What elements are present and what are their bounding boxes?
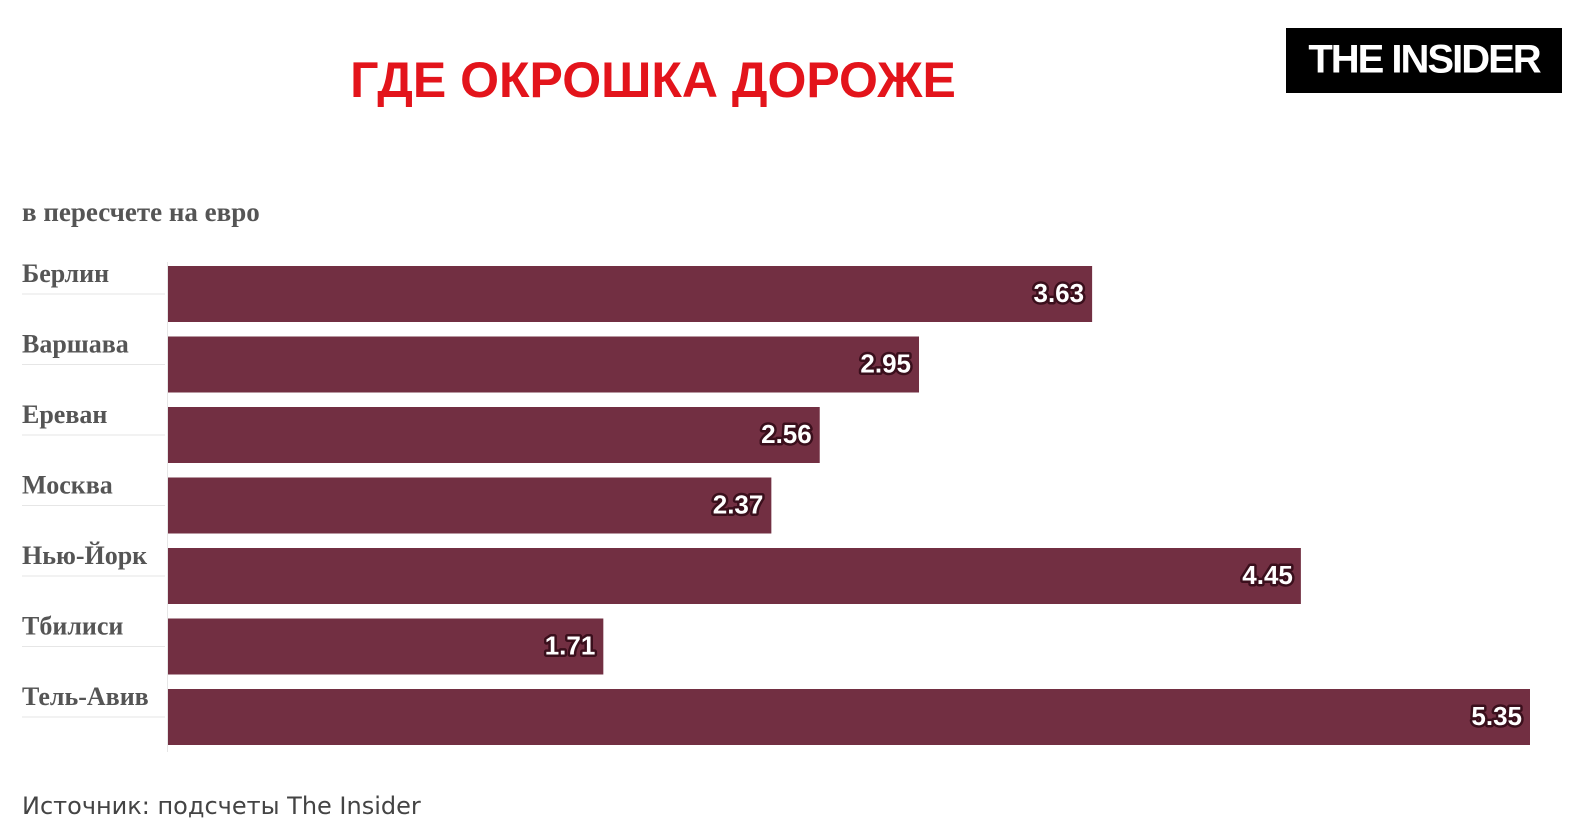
bar	[168, 477, 772, 534]
chart-title: ГДЕ ОКРОШКА ДОРОЖЕ	[350, 52, 956, 108]
chart-subtitle: в пересчете на евро	[22, 197, 260, 227]
value-label: 1.71	[545, 630, 596, 660]
source-note: Источник: подсчеты The Insider	[22, 792, 421, 820]
category-label: Ереван	[22, 400, 107, 429]
category-label: Варшава	[22, 329, 129, 358]
value-label: 3.63	[1034, 278, 1085, 308]
category-label: Тель-Авив	[22, 682, 149, 711]
category-label: Нью-Йорк	[22, 541, 147, 570]
bar	[168, 266, 1093, 322]
bar	[168, 618, 604, 675]
value-label: 5.35	[1471, 701, 1522, 731]
bar	[168, 336, 920, 393]
brand-box	[1286, 28, 1562, 93]
bar	[168, 689, 1530, 745]
category-label: Тбилиси	[22, 611, 123, 640]
brand-logo: THE INSIDER	[1308, 38, 1541, 82]
value-label: 2.37	[713, 489, 764, 519]
value-label: 2.95	[860, 348, 911, 378]
category-label: Москва	[22, 470, 113, 499]
category-label: Берлин	[22, 259, 109, 288]
value-label: 2.56	[761, 419, 812, 449]
bar	[168, 407, 820, 463]
bar	[168, 548, 1301, 604]
value-label: 4.45	[1242, 560, 1293, 590]
